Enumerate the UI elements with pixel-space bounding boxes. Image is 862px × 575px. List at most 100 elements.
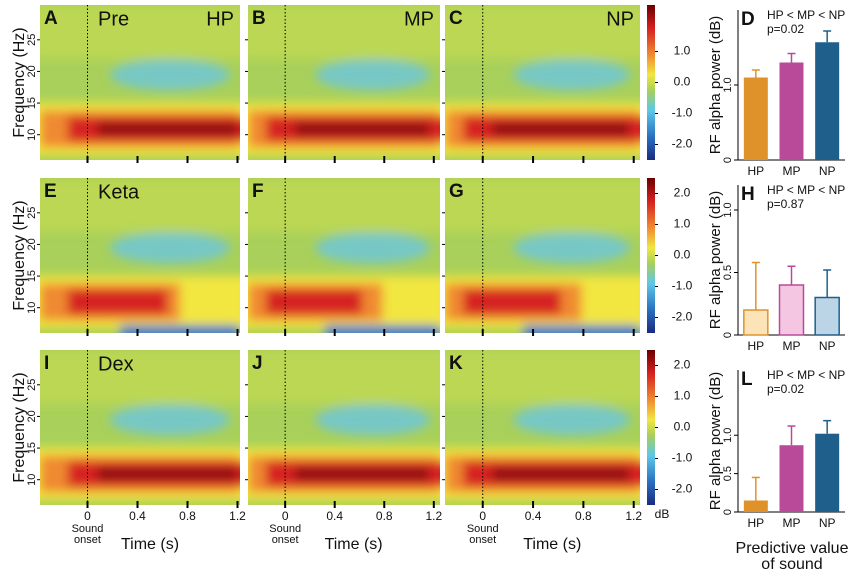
y-tick-label: 0 bbox=[722, 157, 734, 163]
y-tick-label: 25 bbox=[26, 379, 38, 391]
colorbar-label: 0.0 bbox=[674, 248, 691, 262]
x-tick-label: 0.8 bbox=[575, 509, 592, 523]
x-tick-label: MP bbox=[783, 516, 801, 530]
corner-label: MP bbox=[404, 8, 434, 30]
colorbar-unit: dB bbox=[655, 507, 670, 521]
blob bbox=[445, 350, 640, 405]
panel-letter: J bbox=[252, 353, 263, 374]
y-tick-label: 1.0 bbox=[722, 77, 734, 92]
colorbar-label: 1.0 bbox=[674, 44, 691, 58]
colorbar bbox=[647, 178, 655, 333]
x-tick-label: 1.2 bbox=[229, 509, 246, 523]
bar bbox=[743, 500, 768, 512]
colorbar-label: -1.0 bbox=[672, 279, 693, 293]
blob bbox=[513, 59, 631, 91]
colorbar-label: 1.0 bbox=[674, 389, 691, 403]
y-axis-label: RF alpha power (dB) bbox=[707, 16, 724, 154]
heatmap-art bbox=[445, 178, 640, 333]
panel-letter: I bbox=[44, 353, 49, 374]
subtitle: p=0.87 bbox=[767, 197, 804, 211]
blob bbox=[120, 325, 240, 333]
blob bbox=[315, 59, 431, 91]
x-tick-label: MP bbox=[783, 164, 801, 178]
y-tick-label: 25 bbox=[26, 34, 38, 46]
x-tick-label: 0 bbox=[282, 509, 289, 523]
blob bbox=[315, 232, 431, 264]
panel-letter: C bbox=[449, 8, 463, 29]
heatmap-art bbox=[248, 350, 440, 501]
colorbar-label: 1.0 bbox=[674, 217, 691, 231]
bar bbox=[743, 77, 768, 160]
y-tick-label: 15 bbox=[26, 270, 38, 282]
panel-letter: K bbox=[449, 353, 463, 374]
bar bbox=[778, 284, 805, 336]
heatmap bbox=[40, 350, 240, 505]
heatmap-art bbox=[248, 178, 440, 333]
blob bbox=[110, 404, 230, 436]
colorbar-label: 2.0 bbox=[674, 186, 691, 200]
colorbar-label: -2.0 bbox=[672, 482, 693, 496]
x-tick-label: NP bbox=[819, 339, 836, 353]
y-tick-label: 20 bbox=[26, 65, 38, 77]
colorbar-label: -2.0 bbox=[672, 137, 693, 151]
x-tick-label: 0.4 bbox=[129, 509, 146, 523]
heatmap-art bbox=[445, 5, 640, 156]
panel-letter: B bbox=[252, 8, 266, 29]
heatmap bbox=[445, 5, 640, 160]
subtitle: p=0.02 bbox=[767, 382, 804, 396]
y-tick-label: 0 bbox=[722, 332, 734, 338]
x-tick-label: 0.8 bbox=[376, 509, 393, 523]
blob bbox=[248, 178, 440, 233]
x-tick-label: NP bbox=[819, 516, 836, 530]
condition-label: Keta bbox=[98, 181, 140, 203]
panel-letter: D bbox=[741, 9, 755, 30]
blob bbox=[40, 5, 240, 60]
blob bbox=[294, 122, 430, 136]
colorbar-label: 0.0 bbox=[674, 75, 691, 89]
heatmap-art bbox=[445, 350, 640, 501]
x-axis-label: Time (s) bbox=[121, 536, 179, 553]
blob bbox=[492, 122, 629, 136]
y-axis-label: RF alpha power (dB) bbox=[707, 191, 724, 329]
colorbar-label: -1.0 bbox=[672, 106, 693, 120]
y-tick-label: 20 bbox=[26, 238, 38, 250]
panel-letter: A bbox=[44, 8, 58, 29]
y-tick-label: 1.0 bbox=[722, 202, 734, 217]
blob bbox=[463, 289, 561, 315]
colorbar bbox=[647, 350, 655, 505]
x-tick-label: 0.4 bbox=[525, 509, 542, 523]
y-axis-label: Frequency (Hz) bbox=[11, 372, 28, 482]
heatmap-art bbox=[248, 5, 440, 156]
colorbar-label: -1.0 bbox=[672, 451, 693, 465]
corner-label: NP bbox=[606, 8, 634, 30]
heatmap-art bbox=[40, 350, 240, 501]
colorbar bbox=[647, 5, 655, 160]
blob bbox=[97, 467, 238, 481]
onset-label: Sound onset bbox=[467, 523, 499, 546]
corner-label: HP bbox=[206, 8, 234, 30]
y-axis-label: Frequency (Hz) bbox=[11, 200, 28, 310]
onset-label: Sound onset bbox=[269, 523, 301, 546]
heatmap bbox=[248, 350, 440, 505]
blob bbox=[110, 232, 230, 264]
y-tick-label: 10 bbox=[26, 474, 38, 486]
colorbar-label: 0.0 bbox=[674, 420, 691, 434]
x-tick-label: NP bbox=[819, 164, 836, 178]
blob bbox=[265, 289, 362, 315]
x-axis-label: Predictive value bbox=[736, 540, 849, 557]
condition-label: Dex bbox=[98, 353, 134, 375]
x-tick-label: 1.2 bbox=[625, 509, 642, 523]
x-tick-label: HP bbox=[747, 164, 764, 178]
y-axis-label: Frequency (Hz) bbox=[11, 27, 28, 137]
blob bbox=[40, 178, 240, 233]
heatmap bbox=[40, 178, 240, 333]
blob bbox=[315, 404, 431, 436]
heatmap bbox=[445, 350, 640, 505]
blob bbox=[445, 178, 640, 233]
panel-letter: H bbox=[741, 184, 755, 205]
y-tick-label: 15 bbox=[26, 97, 38, 109]
bar bbox=[779, 62, 804, 160]
x-axis-label: Time (s) bbox=[523, 536, 581, 553]
